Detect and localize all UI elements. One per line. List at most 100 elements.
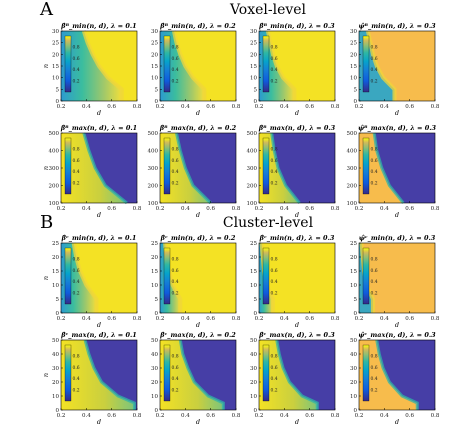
value-region — [160, 31, 205, 101]
colorbar — [163, 247, 171, 305]
panel-6: 0.2 0.4 0.6 0.8 β̂ᴮ_max(n, d), λ = 0.2 100 200… — [148, 123, 241, 219]
y-tick-label: 25 — [151, 41, 158, 47]
panel-15: 0.2 0.4 0.6 0.8 β̂ᶜ_max(n, d), λ = 0.3 0 10 20 3… — [250, 330, 340, 426]
y-tick-label: 30 — [250, 366, 257, 372]
y-tick-label: 200 — [347, 184, 358, 190]
panel-title: β̂ᴮ_min(n, d), λ = 0.3 — [258, 21, 335, 30]
colorbar — [163, 137, 171, 195]
colorbar — [262, 137, 270, 195]
x-tick-label: 0.4 — [82, 206, 91, 212]
x-axis-label: d — [295, 321, 299, 329]
colorbar-tick-label: 0.4 — [371, 67, 378, 73]
colorbar-tick-label: 0.6 — [172, 268, 179, 274]
y-tick-label: 500 — [247, 131, 258, 137]
x-tick-label: 0.6 — [405, 104, 414, 110]
x-tick-label: 0.4 — [280, 206, 289, 212]
x-tick-label: 0.6 — [107, 413, 116, 419]
y-tick-label: 20 — [52, 380, 59, 386]
plot-frame — [258, 242, 336, 314]
value-region — [160, 133, 211, 203]
x-tick-label: 0.4 — [380, 413, 389, 419]
panel-title: β̂ᴮ_min(n, d), λ = 0.1 — [60, 21, 136, 30]
colorbar-tick-label: 0.8 — [172, 354, 179, 360]
y-tick-label: 50 — [151, 338, 158, 344]
plot-frame — [358, 339, 436, 411]
x-tick-label: 0.6 — [107, 104, 116, 110]
x-tick-label: 0.2 — [156, 104, 165, 110]
y-tick-label: 400 — [148, 149, 159, 155]
panel-10: 0.2 0.4 0.6 0.8 β̂ᶜ_min(n, d), λ = 0.2 0 5 10 15… — [151, 233, 241, 329]
y-tick-label: 300 — [347, 166, 358, 172]
transition-band — [270, 132, 301, 204]
colorbar-tick-label: 0.4 — [73, 169, 80, 175]
y-tick-label: 20 — [250, 255, 257, 261]
panel-2: 0.2 0.4 0.6 0.8 β̂ᴮ_min(n, d), λ = 0.2 0 5 10 15… — [151, 21, 241, 117]
panel-title: ψ̂ᴮ_min(n, d), λ = 0.3 — [358, 21, 436, 30]
y-tick-label: 10 — [250, 283, 257, 289]
y-tick-label: 10 — [151, 283, 158, 289]
x-axis-label: d — [395, 321, 399, 329]
plot-frame — [60, 242, 138, 314]
y-tick-label: 400 — [49, 149, 60, 155]
plot-frame — [258, 339, 336, 411]
x-tick-label: 0.4 — [181, 316, 190, 322]
colorbar-tick-label: 0.8 — [271, 45, 278, 51]
colorbar-tick-label: 0.2 — [73, 290, 80, 296]
y-tick-label: 5 — [354, 87, 358, 93]
colorbar-tick-label: 0.2 — [371, 78, 378, 84]
colorbar-tick-label: 0.8 — [73, 354, 80, 360]
colorbar-tick-label: 0.8 — [172, 147, 179, 153]
x-axis-label: d — [97, 321, 101, 329]
y-axis-label: n — [42, 64, 50, 68]
y-tick-label: 5 — [56, 87, 60, 93]
colorbar — [362, 137, 370, 195]
y-axis-label: n — [42, 276, 50, 280]
x-tick-label: 0.6 — [206, 206, 215, 212]
colorbar-tick-label: 0.4 — [271, 67, 278, 73]
colorbar — [64, 344, 72, 402]
y-tick-label: 15 — [250, 64, 257, 70]
colorbar-tick-label: 0.2 — [271, 387, 278, 393]
x-axis-label: d — [395, 109, 399, 117]
y-tick-label: 0 — [354, 99, 358, 105]
colorbar-tick-label: 0.6 — [271, 268, 278, 274]
colorbar-tick-label: 0.8 — [371, 45, 378, 51]
x-axis-label: d — [196, 321, 200, 329]
x-tick-label: 0.8 — [133, 206, 142, 212]
panel-3: 0.2 0.4 0.6 0.8 β̂ᴮ_min(n, d), λ = 0.3 0 5 10 15… — [250, 21, 340, 117]
x-tick-label: 0.2 — [255, 413, 264, 419]
colorbar-tick-label: 0.2 — [172, 387, 179, 393]
panel-title: β̂ᶜ_max(n, d), λ = 0.3 — [258, 330, 335, 339]
x-tick-label: 0.4 — [181, 413, 190, 419]
colorbar-tick-label: 0.6 — [172, 56, 179, 62]
colorbar-tick-label: 0.4 — [172, 376, 179, 382]
colorbar-tick-label: 0.6 — [172, 158, 179, 164]
y-tick-label: 50 — [52, 338, 59, 344]
y-tick-label: 20 — [151, 255, 158, 261]
colorbar-tick-label: 0.8 — [172, 45, 179, 51]
colorbar-tick-label: 0.4 — [73, 279, 80, 285]
x-tick-label: 0.4 — [82, 316, 91, 322]
x-axis-label: d — [196, 109, 200, 117]
value-region — [160, 340, 224, 410]
y-tick-label: 20 — [52, 255, 59, 261]
y-tick-label: 5 — [56, 297, 60, 303]
y-tick-label: 20 — [350, 255, 357, 261]
x-tick-label: 0.6 — [305, 413, 314, 419]
x-tick-label: 0.2 — [355, 413, 364, 419]
x-tick-label: 0.6 — [206, 413, 215, 419]
x-tick-label: 0.6 — [405, 206, 414, 212]
colorbar-tick-label: 0.2 — [172, 180, 179, 186]
transition-band — [372, 132, 405, 204]
y-tick-label: 50 — [250, 338, 257, 344]
value-region — [259, 340, 318, 410]
colorbar — [362, 247, 370, 305]
plot-frame — [159, 242, 237, 314]
x-tick-label: 0.8 — [232, 104, 241, 110]
y-tick-label: 25 — [250, 241, 257, 247]
colorbar-tick-label: 0.6 — [371, 365, 378, 371]
colorbar-tick-label: 0.6 — [73, 365, 80, 371]
colorbar-tick-label: 0.4 — [172, 279, 179, 285]
colorbar-tick-label: 0.4 — [371, 169, 378, 175]
colorbar-tick-label: 0.2 — [271, 290, 278, 296]
